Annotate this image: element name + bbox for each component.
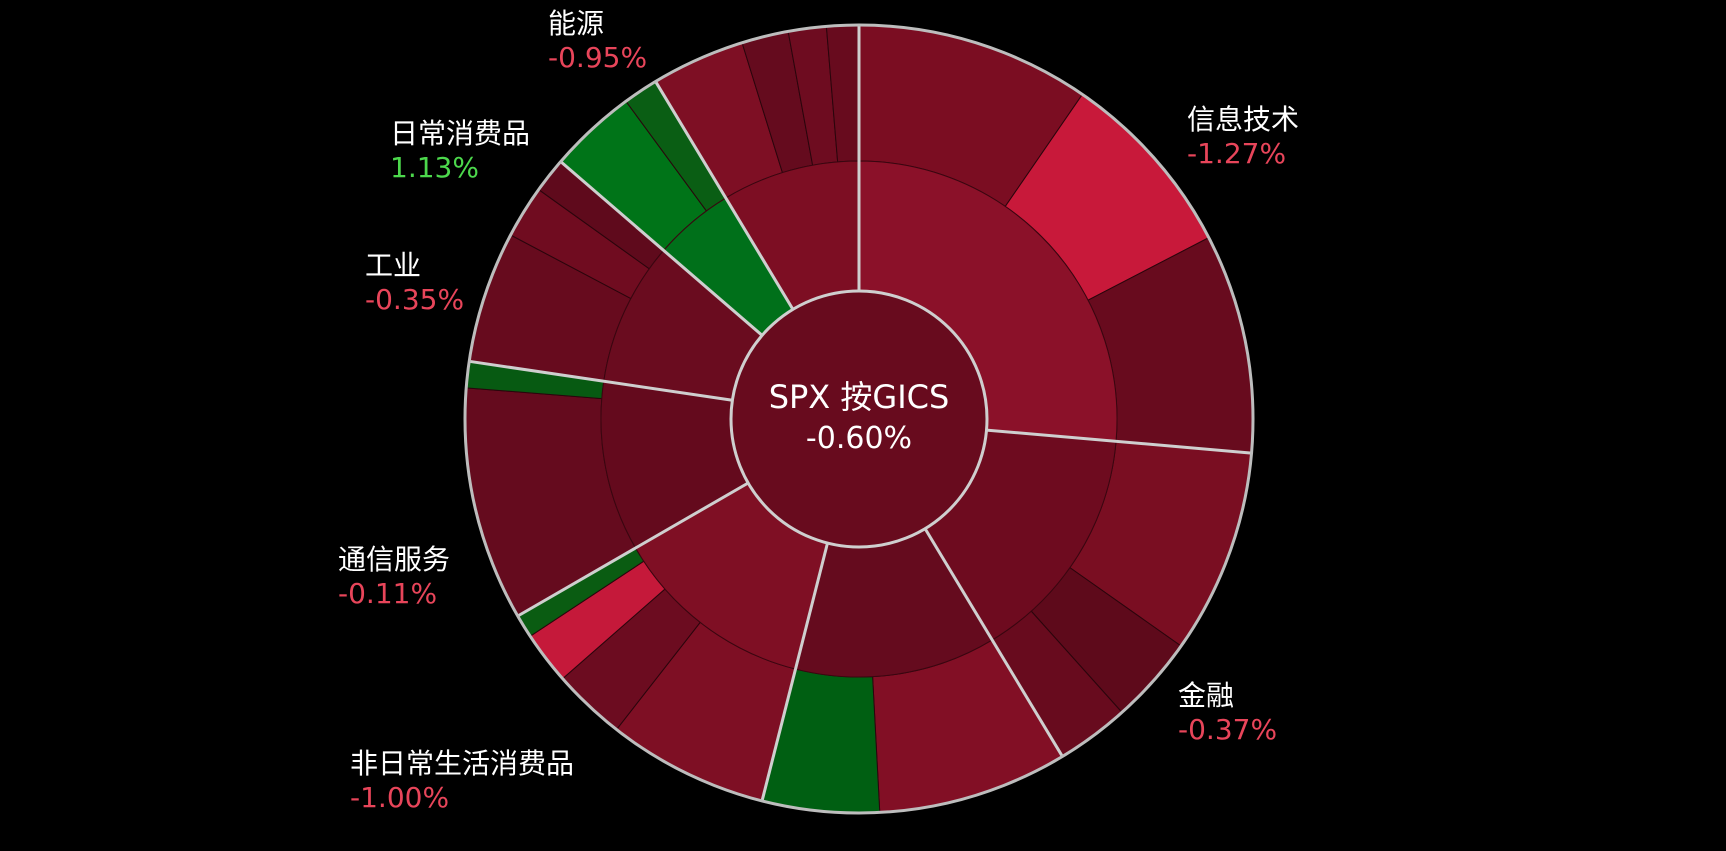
label-energy: 能源 -0.95% (548, 10, 647, 72)
sector-divider (923, 527, 1064, 758)
label-industrials: 工业 -0.35% (365, 252, 464, 314)
label-it-name: 信息技术 (1187, 103, 1300, 136)
inner-ring (600, 160, 1118, 678)
sector-divider (517, 481, 749, 618)
label-energy-name: 能源 (548, 7, 605, 40)
label-industrials-change: -0.35% (365, 283, 465, 316)
label-it: 信息技术 -1.27% (1187, 106, 1299, 168)
label-consumer-discretionary-change: -1.00% (350, 781, 450, 814)
label-energy-change: -0.95% (548, 41, 648, 74)
sector-divider (469, 359, 733, 402)
label-communication-services: 通信服务 -0.11% (338, 546, 450, 608)
outer-border (463, 23, 1255, 815)
center-title: SPX 按GICS (769, 378, 950, 416)
label-consumer-discretionary-name: 非日常生活消费品 (350, 747, 575, 780)
outer-ring (464, 24, 1254, 814)
label-it-change: -1.27% (1187, 137, 1287, 170)
label-consumer-discretionary: 非日常生活消费品 -1.00% (350, 750, 574, 812)
label-financials: 金融 -0.37% (1178, 682, 1277, 744)
label-consumer-staples: 日常消费品 1.13% (390, 120, 530, 182)
label-financials-name: 金融 (1178, 679, 1235, 712)
label-consumer-staples-change: 1.13% (390, 151, 479, 184)
sector-divider (760, 542, 829, 802)
label-communication-services-name: 通信服务 (338, 543, 451, 576)
sector-dividers (469, 25, 1252, 802)
label-communication-services-change: -0.11% (338, 577, 438, 610)
center-disc (729, 289, 989, 549)
label-consumer-staples-name: 日常消费品 (390, 117, 531, 150)
label-financials-change: -0.37% (1178, 713, 1278, 746)
sector-divider (986, 428, 1252, 455)
label-industrials-name: 工业 (365, 249, 422, 282)
center-change: -0.60% (806, 421, 912, 456)
sector-divider (559, 160, 764, 337)
sector-divider (654, 80, 795, 311)
